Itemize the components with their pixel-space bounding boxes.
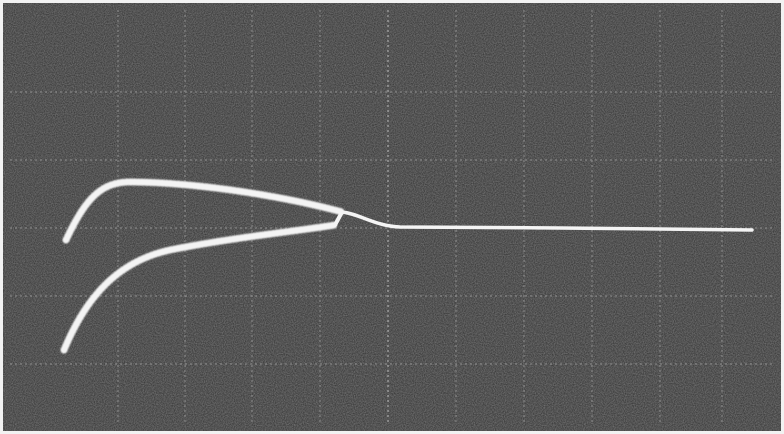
lower-envelope	[60, 221, 339, 354]
settled-trace	[340, 210, 754, 232]
graticule	[10, 10, 774, 424]
traces	[60, 178, 754, 354]
convergence	[333, 210, 344, 227]
upper-envelope	[62, 178, 346, 244]
